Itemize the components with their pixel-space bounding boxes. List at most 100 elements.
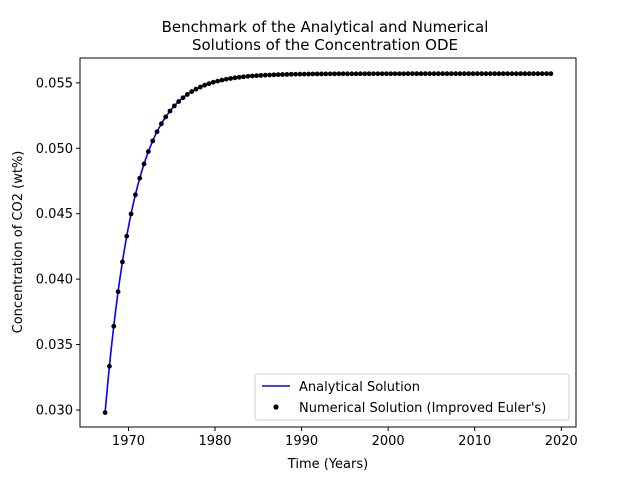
- y-tick-label: 0.035: [36, 338, 73, 353]
- numerical-solution-point: [349, 71, 355, 77]
- numerical-solution-point: [500, 71, 506, 77]
- numerical-solution-point: [366, 71, 372, 77]
- numerical-solution-point: [544, 71, 549, 77]
- numerical-solution-point: [414, 71, 420, 77]
- numerical-solution-point: [154, 129, 160, 135]
- numerical-solution-point: [336, 71, 342, 77]
- numerical-solution-point: [353, 71, 359, 77]
- numerical-solution-point: [254, 73, 259, 79]
- numerical-solution-point: [215, 78, 221, 84]
- numerical-solution-point: [102, 410, 108, 416]
- numerical-solution-point: [548, 71, 554, 77]
- numerical-solution-point: [371, 71, 376, 77]
- numerical-solution-point: [197, 84, 203, 90]
- numerical-solution-point: [314, 71, 320, 77]
- numerical-solution-point: [180, 95, 186, 101]
- legend-marker-swatch: [273, 404, 279, 410]
- numerical-solution-point: [431, 71, 437, 77]
- numerical-solution-point: [310, 71, 316, 77]
- y-axis: 0.030 0.035 0.040 0.045 0.050 0.055: [36, 76, 80, 418]
- x-tick-label: 2010: [458, 434, 491, 449]
- numerical-solution-point: [184, 92, 190, 97]
- numerical-solution-point: [219, 77, 225, 83]
- numerical-solution-point: [487, 71, 493, 77]
- numerical-solution-point: [236, 74, 242, 80]
- numerical-solution-point: [479, 71, 485, 77]
- legend-label-numerical: Numerical Solution (Improved Euler's): [299, 401, 546, 416]
- legend: Analytical Solution Numerical Solution (…: [254, 373, 570, 421]
- chart-title-line2: Solutions of the Concentration ODE: [192, 36, 458, 54]
- numerical-solution-point: [158, 121, 164, 127]
- numerical-solution-point: [167, 108, 173, 114]
- y-tick-label: 0.050: [36, 142, 73, 157]
- numerical-solution-point: [496, 71, 502, 77]
- y-tick-label: 0.030: [36, 403, 73, 418]
- x-tick-label: 1990: [285, 434, 318, 449]
- numerical-solution-point: [275, 72, 281, 78]
- numerical-solution-point: [522, 71, 528, 77]
- chart-title-line1: Benchmark of the Analytical and Numerica…: [162, 18, 489, 36]
- numerical-solution-point: [388, 71, 394, 77]
- numerical-solution-point: [271, 72, 277, 78]
- numerical-solution-point: [280, 72, 285, 77]
- x-tick-label: 2000: [372, 434, 405, 449]
- numerical-solution-point: [405, 71, 411, 77]
- y-axis-label: Concentration of CO2 (wt%): [11, 151, 26, 334]
- numerical-solution-point: [293, 71, 298, 77]
- numerical-solution-point: [531, 71, 536, 77]
- numerical-solution-point: [111, 323, 117, 329]
- numerical-solution-point: [319, 71, 324, 77]
- y-tick-label: 0.040: [36, 273, 73, 288]
- numerical-solution-point: [509, 71, 515, 77]
- numerical-solution-point: [145, 149, 151, 154]
- x-tick-label: 1970: [112, 434, 145, 449]
- numerical-solution-point: [397, 71, 402, 77]
- numerical-solution-point: [466, 71, 472, 77]
- numerical-solution-point: [474, 71, 480, 77]
- y-tick-label: 0.045: [36, 207, 73, 222]
- numerical-solution-point: [427, 71, 433, 77]
- numerical-solution-point: [176, 99, 182, 104]
- numerical-solution-point: [189, 89, 195, 94]
- numerical-solution-point: [392, 71, 398, 77]
- numerical-solution-point: [107, 363, 112, 369]
- numerical-solution-point: [163, 114, 169, 120]
- numerical-solution-point: [461, 71, 467, 77]
- numerical-solution-point: [483, 71, 489, 77]
- numerical-solution-point: [418, 71, 424, 77]
- numerical-solution-point: [262, 72, 268, 78]
- numerical-solution-point: [410, 71, 415, 77]
- axes-frame: [79, 57, 577, 428]
- numerical-solution-point: [444, 71, 450, 77]
- numerical-solution-point: [241, 74, 247, 80]
- numerical-solution-point: [340, 71, 346, 77]
- numerical-solution-point: [539, 71, 545, 77]
- numerical-solution-point: [440, 71, 446, 77]
- numerical-solution-point: [306, 71, 311, 77]
- numerical-solution-point: [435, 71, 441, 77]
- numerical-solution-point: [210, 79, 216, 85]
- legend-label-analytical: Analytical Solution: [299, 380, 420, 395]
- numerical-solution-point: [526, 71, 532, 77]
- numerical-solution-point: [518, 71, 523, 77]
- numerical-solution-point: [223, 76, 229, 82]
- numerical-solution-point: [128, 211, 134, 217]
- numerical-solution-point: [115, 289, 121, 295]
- plot-area: [79, 57, 577, 428]
- numerical-solution-point: [284, 72, 290, 77]
- numerical-solution-point: [379, 71, 385, 77]
- numerical-solution-point: [301, 71, 307, 77]
- numerical-solution-point: [245, 73, 251, 79]
- numerical-solution-point: [206, 81, 212, 87]
- numerical-solution-point: [288, 71, 294, 77]
- numerical-solution-point: [327, 71, 333, 77]
- numerical-solution-point: [228, 76, 234, 81]
- numerical-solution-point: [332, 71, 337, 77]
- numerical-solution-point: [323, 71, 329, 77]
- numerical-solution-point: [422, 71, 428, 77]
- y-tick-label: 0.055: [36, 76, 73, 91]
- series-layer: [102, 71, 554, 416]
- numerical-solution-point: [150, 138, 156, 144]
- numerical-solution-point: [267, 72, 272, 78]
